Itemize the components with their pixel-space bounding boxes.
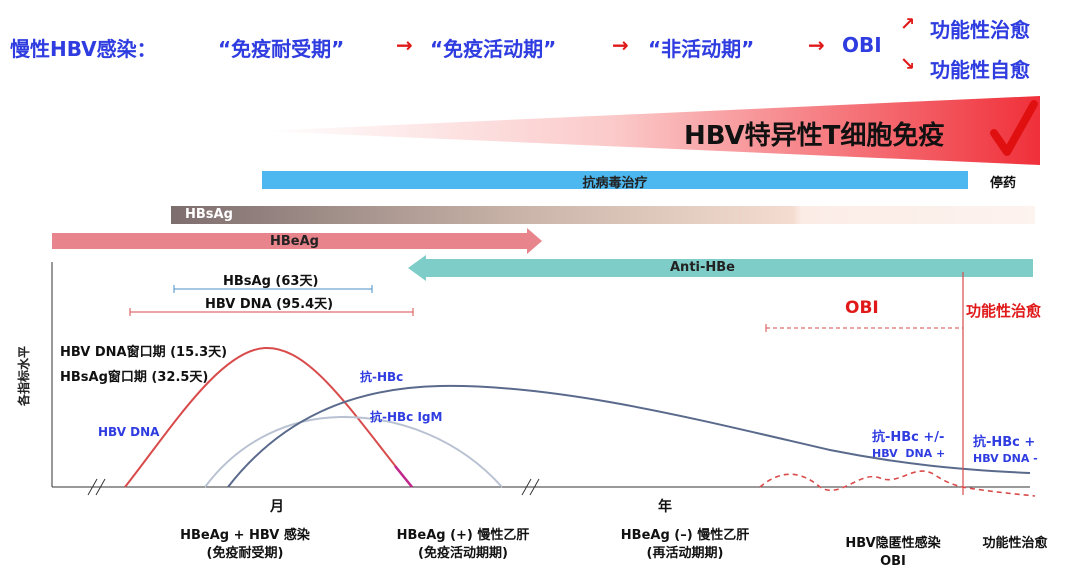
hbeag-label: HBeAg <box>270 234 319 249</box>
y-axis-label: 各指标水平 <box>17 345 31 406</box>
month-axis-label: 月 <box>270 499 284 515</box>
hbsag-label: HBsAg <box>185 207 233 222</box>
obi-status-line2: HBV DNA + <box>872 447 946 460</box>
anti-hbc-curve <box>227 384 1031 488</box>
hbsag-bar <box>171 206 1035 224</box>
outcome-functional-cure: 功能性治愈 <box>930 18 1030 42</box>
obi-status-line1: 抗-HBc +/- <box>872 430 945 445</box>
dna-window-label: HBV DNA窗口期 (15.3天) <box>60 345 228 360</box>
branch-arrow-icon: ↗ <box>900 14 916 35</box>
obi-dashed-bracket <box>765 324 963 332</box>
hbv-dna-curve-tail <box>394 465 413 488</box>
stage-label-immune-active: HBeAg (+) 慢性乙肝 (免疫活动期期) <box>396 528 530 561</box>
anti-hbe-label: Anti-HBe <box>670 260 735 275</box>
anti-hbc-igm-curve <box>204 415 503 488</box>
hbv-dna-period-label: HBV DNA (95.4天) <box>205 297 334 312</box>
hbv-dna-curve-label: HBV DNA <box>98 425 160 439</box>
immunity-wedge <box>262 96 1040 165</box>
hbv-dna-period-bracket <box>129 308 414 316</box>
checkmark-icon <box>990 100 1038 156</box>
stage-label-immune-tolerant: HBeAg + HBV 感染 (免疫耐受期) <box>180 528 310 561</box>
phase-inactive: “非活动期” <box>648 37 755 61</box>
hbsag-period-label: HBsAg (63天) <box>223 274 319 289</box>
stage-label-reactivation: HBeAg (–) 慢性乙肝 (再活动期期) <box>620 528 750 561</box>
hbeag-arrow-bar <box>52 228 542 254</box>
anti-hbc-igm-curve-label: 抗-HBc IgM <box>370 410 443 424</box>
obi-dna-wavy-line <box>759 470 1036 497</box>
antiviral-therapy-bar <box>262 171 968 189</box>
arrow-icon: → <box>396 33 413 57</box>
cure-status-line2: HBV DNA - <box>973 452 1038 465</box>
arrow-icon: → <box>808 33 825 57</box>
header-prefix: 慢性HBV感染： <box>10 37 157 61</box>
cure-status-line1: 抗-HBc + <box>973 435 1036 450</box>
anti-hbc-curve-label: 抗-HBc <box>360 370 404 384</box>
immunity-label: HBV特异性T细胞免疫 <box>684 121 945 151</box>
anti-hbe-arrow-bar <box>408 255 1033 281</box>
axis-break-icon <box>87 478 540 496</box>
phase-obi: OBI <box>842 33 882 57</box>
phase-immune-active: “免疫活动期” <box>430 37 557 61</box>
stage-label-obi: HBV隐匿性感染 OBI <box>845 536 941 569</box>
functional-cure-label: 功能性治愈 <box>966 302 1042 320</box>
hbsag-window-label: HBsAg窗口期 (32.5天) <box>60 370 209 385</box>
phase-immune-tolerant: “免疫耐受期” <box>218 37 345 61</box>
stage-label-functional-cure: 功能性治愈 <box>982 536 1048 551</box>
outcome-functional-self-cure: 功能性自愈 <box>930 58 1030 82</box>
stop-drug-label: 停药 <box>990 176 1017 191</box>
obi-label: OBI <box>845 298 879 318</box>
year-axis-label: 年 <box>658 499 672 515</box>
hbsag-period-bracket <box>173 285 373 293</box>
antiviral-therapy-label: 抗病毒治疗 <box>582 176 648 191</box>
arrow-icon: → <box>612 33 629 57</box>
hbv-dna-curve <box>124 346 413 488</box>
